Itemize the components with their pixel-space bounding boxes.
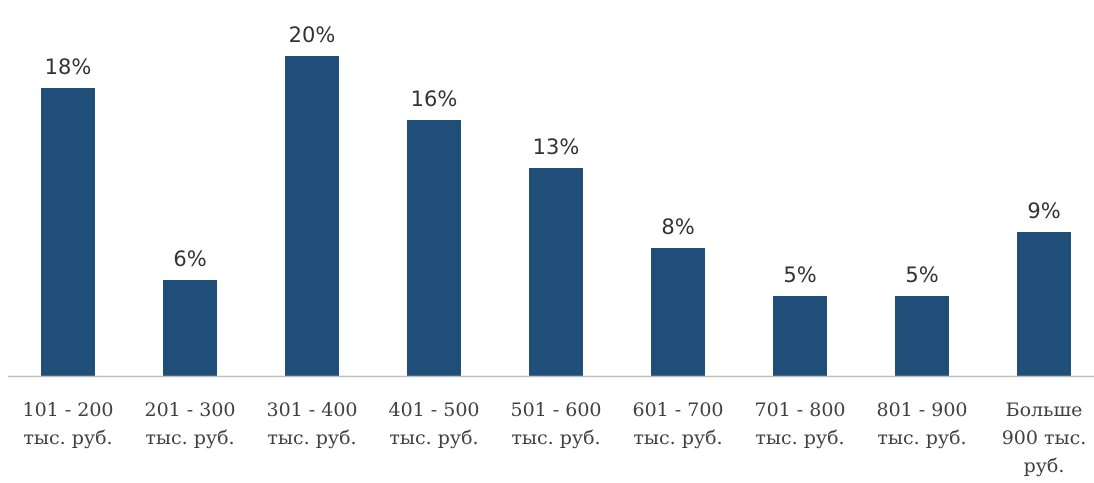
bar — [285, 56, 339, 376]
x-tick-label: 301 - 400 тыс. руб. — [266, 399, 357, 449]
bar — [407, 120, 461, 376]
x-tick-label-line: тыс. руб. — [511, 427, 600, 449]
bar — [1017, 232, 1071, 376]
x-tick-label: 201 - 300 тыс. руб. — [144, 399, 235, 449]
x-tick-label-line: 900 тыс. — [1002, 427, 1087, 449]
bar — [651, 248, 705, 376]
bar — [529, 168, 583, 376]
x-tick-label-line: 701 - 800 — [754, 399, 845, 421]
x-tick-label: Больше 900 тыс. руб. — [1002, 399, 1087, 477]
x-tick-label: 601 - 700 тыс. руб. — [632, 399, 723, 449]
data-label: 18% — [45, 55, 92, 79]
x-tick-label-line: тыс. руб. — [877, 427, 966, 449]
data-label: 5% — [783, 263, 816, 287]
x-tick-label-line: тыс. руб. — [145, 427, 234, 449]
x-tick-label-line: 801 - 900 — [876, 399, 967, 421]
x-tick-label-line: тыс. руб. — [389, 427, 478, 449]
bar — [41, 88, 95, 376]
data-label: 20% — [289, 23, 336, 47]
data-label: 13% — [533, 135, 580, 159]
x-tick-label-line: тыс. руб. — [23, 427, 112, 449]
x-tick-label: 101 - 200 тыс. руб. — [22, 399, 113, 449]
x-tick-label-line: тыс. руб. — [267, 427, 356, 449]
x-tick-label: 801 - 900 тыс. руб. — [876, 399, 967, 449]
x-tick-label-line: 401 - 500 — [388, 399, 479, 421]
x-tick-label: 701 - 800 тыс. руб. — [754, 399, 845, 449]
data-labels-group: 18% 6% 20% 16% 13% 8% 5% 5% 9% — [45, 23, 1061, 287]
x-tick-label-line: тыс. руб. — [633, 427, 722, 449]
x-tick-label-line: 201 - 300 — [144, 399, 235, 421]
bar — [773, 296, 827, 376]
x-tick-label-line: 301 - 400 — [266, 399, 357, 421]
x-tick-label-line: Больше — [1006, 399, 1083, 421]
data-label: 8% — [661, 215, 694, 239]
data-label: 9% — [1027, 199, 1060, 223]
data-label: 16% — [411, 87, 458, 111]
x-tick-label: 501 - 600 тыс. руб. — [510, 399, 601, 449]
data-label: 6% — [173, 247, 206, 271]
x-tick-label-line: 101 - 200 — [22, 399, 113, 421]
x-tick-label-line: 501 - 600 — [510, 399, 601, 421]
x-tick-labels-group: 101 - 200 тыс. руб.201 - 300 тыс. руб.301 … — [22, 399, 1086, 477]
x-tick-label: 401 - 500 тыс. руб. — [388, 399, 479, 449]
data-label: 5% — [905, 263, 938, 287]
bar — [163, 280, 217, 376]
bars-group — [41, 56, 1071, 376]
x-tick-label-line: 601 - 700 — [632, 399, 723, 421]
x-tick-label-line: тыс. руб. — [755, 427, 844, 449]
x-tick-label-line: руб. — [1024, 455, 1065, 477]
bar — [895, 296, 949, 376]
